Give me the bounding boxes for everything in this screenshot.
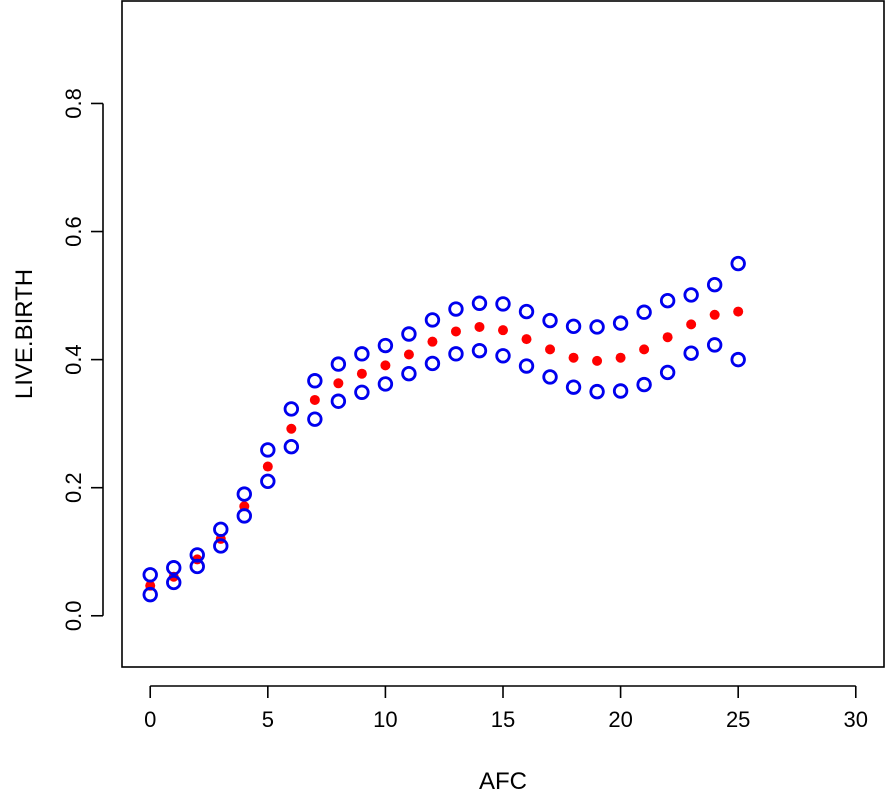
data-point <box>615 352 626 363</box>
data-point <box>377 337 394 354</box>
data-point <box>592 355 603 366</box>
data-point <box>706 337 723 353</box>
data-point <box>498 325 508 336</box>
data-point <box>189 558 205 575</box>
data-point <box>683 345 699 361</box>
data-point <box>659 364 676 381</box>
data-point <box>262 461 273 472</box>
x-tick-label: 5 <box>262 707 274 732</box>
data-point <box>730 255 746 272</box>
data-point <box>401 326 417 342</box>
data-point <box>307 373 323 389</box>
data-point <box>333 378 344 389</box>
data-point <box>730 351 746 368</box>
data-point <box>589 319 605 335</box>
data-point <box>450 326 461 337</box>
data-point <box>612 383 629 399</box>
data-point <box>330 356 347 372</box>
data-point <box>686 319 697 330</box>
data-point <box>495 296 511 312</box>
data-point <box>307 411 323 427</box>
y-axis: 0.0 0.2 0.4 0.6 0.8 <box>61 88 104 631</box>
x-tick-label: 25 <box>726 707 750 732</box>
data-point <box>474 321 485 332</box>
data-point <box>612 315 629 331</box>
data-point <box>283 401 300 417</box>
data-point <box>589 383 605 400</box>
data-point <box>448 301 464 317</box>
x-tick-label: 30 <box>844 707 868 732</box>
data-point <box>636 304 652 320</box>
data-point <box>166 574 182 591</box>
data-point <box>286 423 297 434</box>
data-point <box>377 376 394 392</box>
y-tick-label: 0.0 <box>61 600 86 631</box>
plot-frame <box>121 0 885 668</box>
y-tick-label: 0.8 <box>61 88 86 119</box>
data-point <box>354 346 370 362</box>
data-point <box>448 346 464 362</box>
data-point <box>356 368 367 379</box>
data-point <box>662 332 673 343</box>
series-1 <box>142 255 746 583</box>
y-tick-label: 0.6 <box>61 216 86 247</box>
data-point <box>403 349 414 360</box>
series-0 <box>145 306 744 591</box>
x-tick-label: 15 <box>491 707 515 732</box>
data-point <box>545 344 556 355</box>
x-axis: 0 5 10 15 20 25 30 <box>144 685 868 732</box>
data-point <box>639 344 650 355</box>
y-axis-label: LIVE.BIRTH <box>11 269 38 399</box>
data-point <box>330 393 347 409</box>
data-point <box>142 567 158 583</box>
data-point <box>706 276 723 293</box>
x-tick-label: 10 <box>373 707 397 732</box>
data-point <box>471 295 488 311</box>
data-point <box>354 384 370 400</box>
x-axis-label: AFC <box>479 768 527 793</box>
data-point <box>309 394 320 405</box>
data-point <box>733 306 744 317</box>
data-point <box>166 560 182 576</box>
data-points <box>142 255 746 603</box>
data-point <box>518 303 535 320</box>
data-point <box>213 538 229 554</box>
data-point <box>683 287 699 303</box>
data-point <box>659 293 676 309</box>
data-point <box>401 366 417 382</box>
data-point <box>542 369 558 385</box>
data-point <box>565 379 582 395</box>
data-point <box>709 309 720 320</box>
data-point <box>518 358 535 374</box>
x-tick-label: 0 <box>144 707 156 732</box>
data-point <box>427 336 438 347</box>
data-point <box>568 352 579 363</box>
y-tick-label: 0.2 <box>61 472 86 503</box>
data-point <box>636 376 652 393</box>
x-tick-label: 20 <box>608 707 632 732</box>
data-point <box>380 360 391 371</box>
data-point <box>213 521 229 538</box>
data-point <box>542 312 558 329</box>
data-point <box>142 586 158 603</box>
data-point <box>236 508 252 524</box>
data-point <box>471 342 488 359</box>
data-point <box>260 473 276 489</box>
data-point <box>283 439 300 455</box>
y-tick-label: 0.4 <box>61 344 86 375</box>
data-point <box>565 318 582 335</box>
data-point <box>236 486 252 502</box>
data-point <box>260 442 276 458</box>
data-point <box>495 348 511 364</box>
data-point <box>424 312 441 328</box>
data-point <box>521 334 532 345</box>
data-point <box>424 355 441 372</box>
series-2 <box>142 337 746 603</box>
